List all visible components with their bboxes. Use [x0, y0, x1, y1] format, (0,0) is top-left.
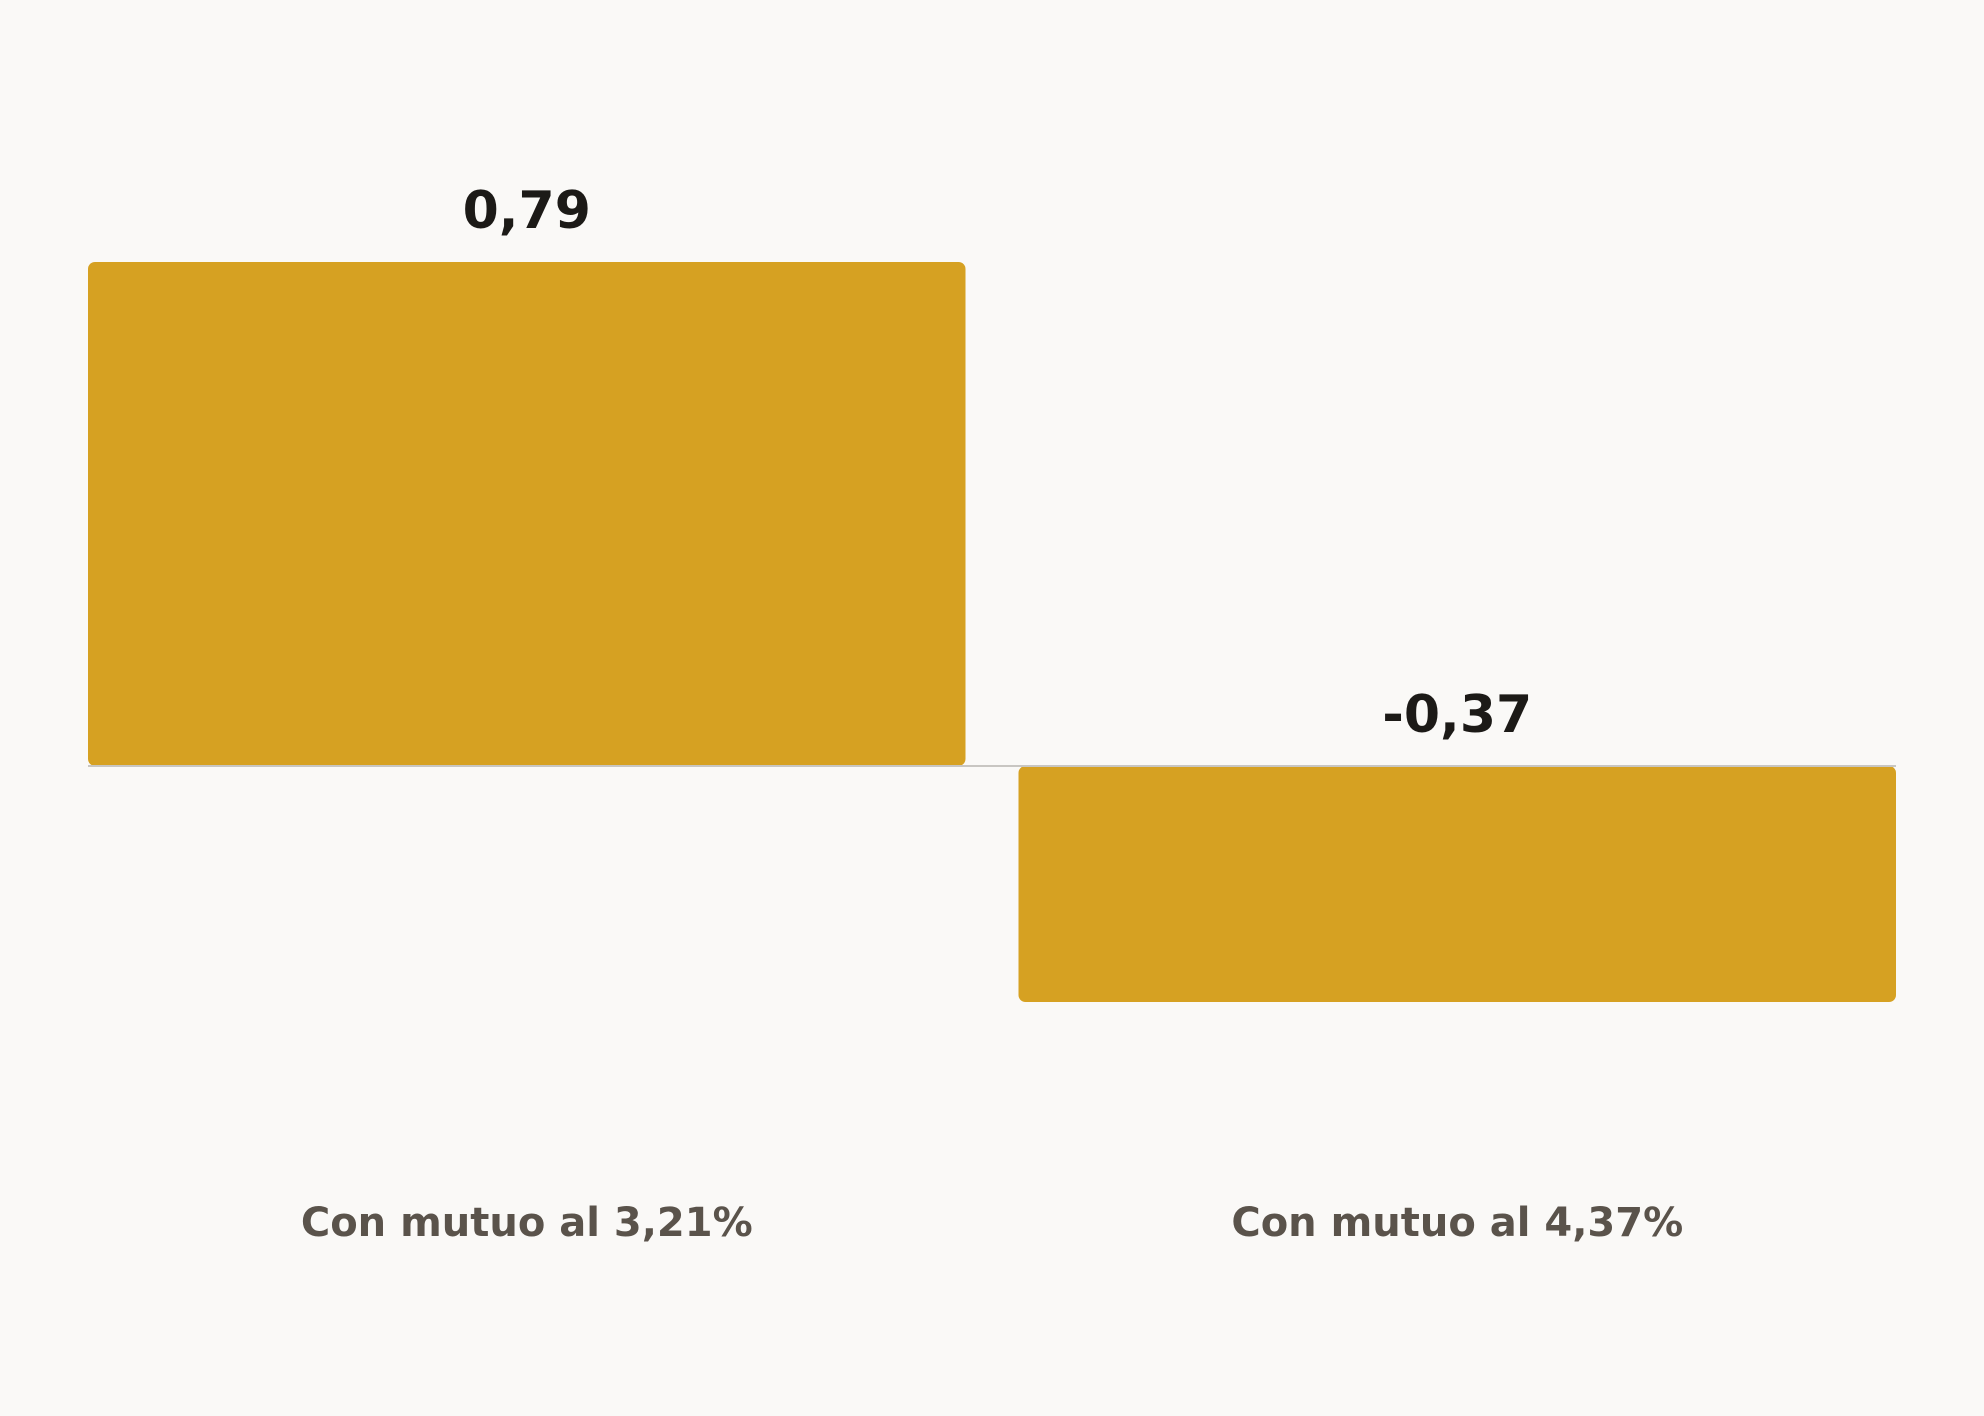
value-label: -0,37	[1382, 685, 1532, 745]
x-tick-label: Con mutuo al 3,21%	[301, 1200, 753, 1246]
bar	[1018, 765, 1896, 1002]
bar	[88, 262, 966, 766]
value-label: 0,79	[463, 181, 591, 241]
x-tick-label: Con mutuo al 4,37%	[1231, 1200, 1683, 1246]
